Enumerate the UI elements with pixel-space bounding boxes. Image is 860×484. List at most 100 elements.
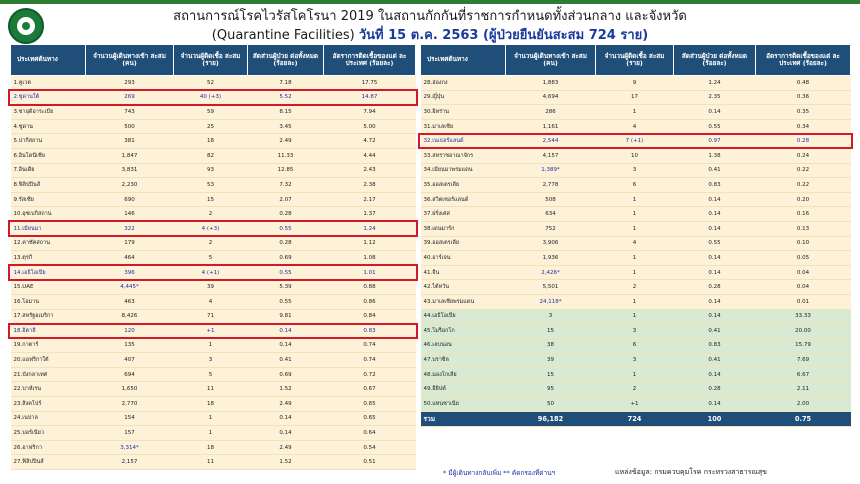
table-row: 39.ออสเตรเลีย 3,906 4 0.55 0.10	[420, 236, 851, 252]
table-row: 27.ฟิลิปปินส์ 2,157 11 1.52 0.51	[10, 454, 416, 471]
table-row: 12.คาซัคสถาน 179 2 0.28 1.12	[10, 236, 416, 252]
header-ratio: สัดส่วนผู้ป่วย ต่อทั้งหมด (ร้อยละ)	[673, 44, 756, 76]
cell-country: 2.ซูดานใต้	[10, 90, 86, 106]
header-arrivals: จำนวนผู้เดินทางเข้า สะสม (คน)	[85, 44, 174, 76]
cell-country: 30.อิหร่าน	[420, 104, 506, 120]
cell-ratio: 0.83	[673, 177, 756, 193]
cell-ratio: 2.07	[247, 192, 324, 208]
cell-infected: 2	[595, 279, 674, 295]
cell-country: 26.อาฟริกา	[10, 440, 86, 456]
cell-country: 3.ซาอุดิอาระเบีย	[10, 104, 86, 120]
cell-rate: 1.37	[323, 206, 416, 222]
cell-country: 35.ออสเตรเลีย	[420, 177, 506, 193]
cell-rate: 0.10	[755, 236, 851, 252]
cell-arrivals: 690	[85, 192, 174, 208]
cell-rate: 0.22	[755, 163, 851, 179]
cell-country: 42.ไต้หวัน	[420, 279, 506, 295]
cell-arrivals: 293	[85, 75, 174, 91]
cell-arrivals: 3,314*	[85, 440, 174, 456]
cell-infected: 1	[173, 425, 248, 441]
cell-arrivals: 634	[505, 206, 596, 222]
cell-arrivals: 2,230	[85, 177, 174, 193]
cell-infected: 93	[173, 163, 248, 179]
right-country-table: ประเทศต้นทาง จำนวนผู้เดินทางเข้า สะสม (ค…	[420, 44, 851, 427]
table-row: 2.ซูดานใต้ 269 40 (+3) 5.52 14.87	[10, 90, 416, 106]
cell-ratio: 5.39	[247, 279, 324, 295]
cell-country: 28.ฮ่องกง	[420, 75, 506, 91]
table-row: 19.กาตาร์ 135 1 0.14 0.74	[10, 338, 416, 354]
header-rate: อัตราการติดเชื้อของแต่ ละประเทศ (ร้อยละ)	[323, 44, 416, 76]
table-row: 25.บอร์เนียว 157 1 0.14 0.64	[10, 425, 416, 441]
cell-country: 50.แทนซาเนีย	[420, 396, 506, 412]
table-header-row: ประเทศต้นทาง จำนวนผู้เดินทางเข้า สะสม (ค…	[10, 44, 416, 76]
cell-country: 27.ฟิลิปปินส์	[10, 454, 86, 471]
cell-rate: 2.00	[755, 396, 851, 412]
cell-infected: 1	[595, 309, 674, 325]
page-subtitle: (Quarantine Facilities) วันที่ 15 ต.ค. 2…	[0, 24, 860, 45]
cell-infected: 1	[595, 221, 674, 237]
cell-rate: 0.22	[755, 177, 851, 193]
cell-infected: 1	[173, 338, 248, 354]
cell-rate: 2.17	[323, 192, 416, 208]
footnote: * มีผู้เดินทางกลับเพิ่ม ** คัดกรองที่ด่า…	[443, 469, 556, 477]
cell-arrivals: 1,883	[505, 75, 596, 91]
cell-infected: 18	[173, 396, 248, 412]
left-country-table: ประเทศต้นทาง จำนวนผู้เดินทางเข้า สะสม (ค…	[10, 44, 416, 471]
cell-ratio: 0.14	[247, 338, 324, 354]
cell-infected: 82	[173, 148, 248, 164]
cell-arrivals: 743	[85, 104, 174, 120]
cell-arrivals: 95	[505, 381, 596, 398]
cell-ratio: 0.55	[247, 294, 324, 310]
table-row: 31.มาเลเซีย 1,161 4 0.55 0.34	[420, 119, 851, 135]
cell-arrivals: 50	[505, 396, 596, 412]
cell-arrivals: 463	[85, 294, 174, 310]
table-row: 6.อินโดนีเซีย 1,847 82 11.33 4.44	[10, 148, 416, 164]
cell-country: 44.เอธิโอเปีย	[420, 309, 506, 325]
cell-rate: 0.24	[755, 148, 851, 164]
cell-country: 41.จีน	[420, 265, 506, 281]
cell-infected: 1	[595, 294, 674, 310]
cell-rate: 14.87	[323, 90, 416, 106]
top-accent-bar	[0, 0, 860, 4]
cell-ratio: 0.14	[673, 192, 756, 208]
page-title: สถานการณ์โรคไวรัสโคโรนา 2019 ในสถานกักกั…	[173, 9, 687, 24]
cell-country: 23.สิงคโปร์	[10, 396, 86, 412]
cell-ratio: 0.97	[673, 133, 756, 149]
cell-infected: 53	[173, 177, 248, 193]
total-rate: 0.75	[755, 411, 851, 427]
cell-rate: 0.35	[755, 104, 851, 120]
cell-infected: 11	[173, 454, 248, 471]
cell-rate: 20.00	[755, 323, 851, 339]
table-row: 26.อาฟริกา 3,314* 18 2.49 0.54	[10, 440, 416, 456]
table-row: 41.จีน 2,426* 1 0.14 0.04	[420, 265, 851, 281]
cell-ratio: 9.81	[247, 309, 324, 325]
cell-ratio: 0.55	[673, 236, 756, 252]
cell-ratio: 2.49	[247, 133, 324, 149]
cell-arrivals: 15	[505, 323, 596, 339]
cell-rate: 2.38	[323, 177, 416, 193]
table-row: 47.บราซิล 39 3 0.41 7.69	[420, 352, 851, 368]
cell-rate: 0.72	[323, 367, 416, 383]
cell-rate: 0.84	[323, 309, 416, 325]
table-row: 5.ปากีสถาน 381 18 2.49 4.72	[10, 133, 416, 149]
table-row: 36.สวิตเซอร์แลนด์ 508 1 0.14 0.20	[420, 192, 851, 208]
cell-rate: 0.74	[323, 352, 416, 368]
cell-rate: 7.94	[323, 104, 416, 120]
cell-arrivals: 2,426*	[505, 265, 596, 281]
data-source: แหล่งข้อมูล: กรมควบคุมโรค กระทรวงสาธารณส…	[615, 468, 767, 476]
cell-arrivals: 694	[85, 367, 174, 383]
cell-rate: 2.11	[755, 381, 851, 398]
cell-infected: 4	[173, 294, 248, 310]
cell-infected: 71	[173, 309, 248, 325]
cell-ratio: 0.28	[247, 206, 324, 222]
table-row: 20.แอฟริกาใต้ 407 3 0.41 0.74	[10, 352, 416, 368]
cell-country: 22.บาห์เรน	[10, 381, 86, 398]
cell-arrivals: 1,161	[505, 119, 596, 135]
cell-rate: 0.86	[323, 294, 416, 310]
cell-ratio: 0.14	[673, 309, 756, 325]
cell-rate: 0.74	[323, 338, 416, 354]
table-row: 9.รัสเซีย 690 15 2.07 2.17	[10, 192, 416, 208]
table-row: 34.เมียนมาพรมแดน 1,389* 3 0.41 0.22	[420, 163, 851, 179]
cell-arrivals: 4,445*	[85, 279, 174, 295]
cell-arrivals: 135	[85, 338, 174, 354]
